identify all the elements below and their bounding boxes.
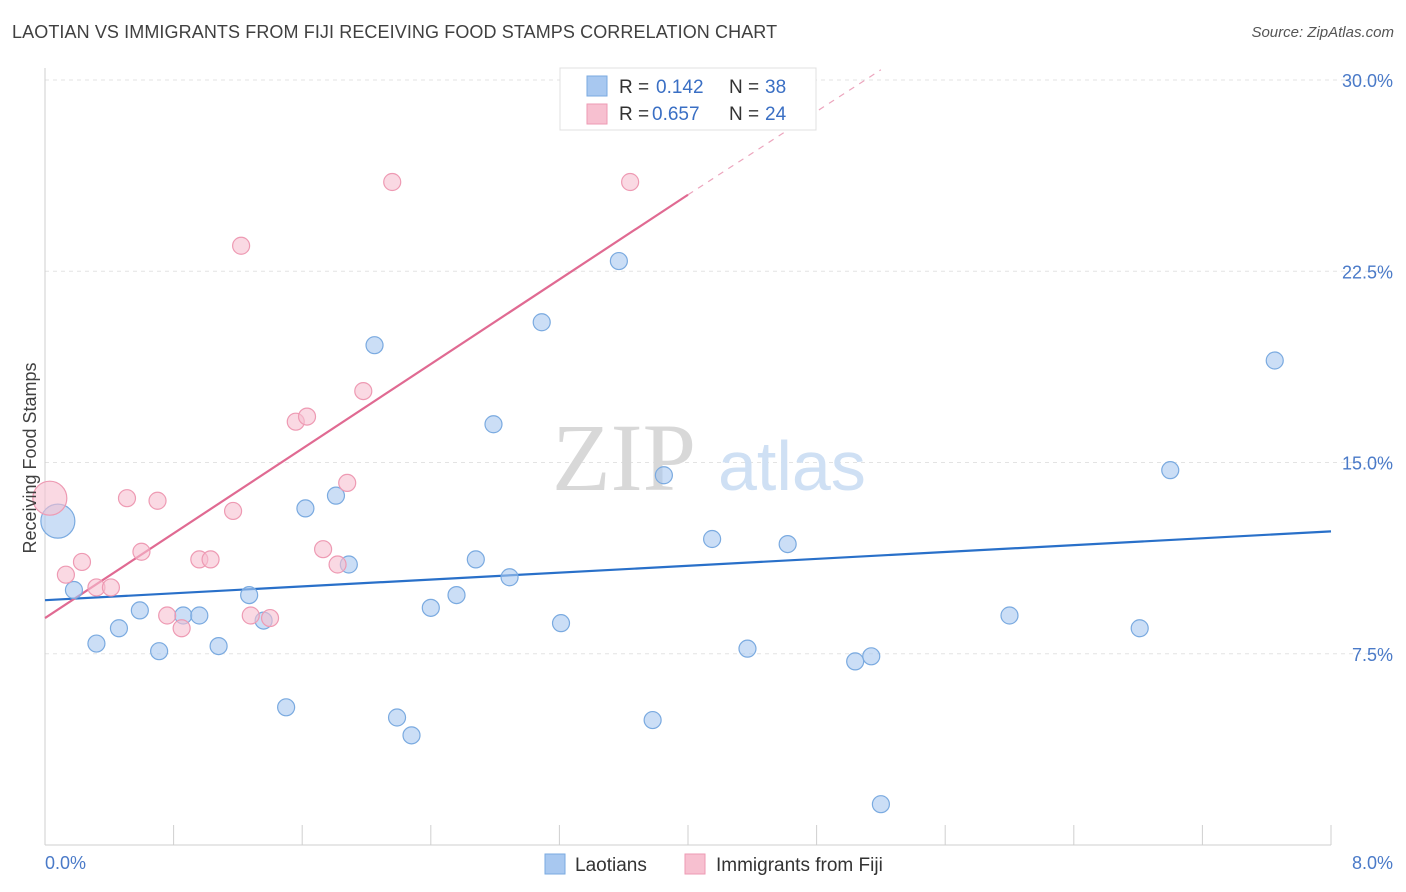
y-tick-label: 22.5% (1342, 262, 1393, 282)
data-point-laotians (703, 529, 722, 549)
data-point-laotians (862, 647, 881, 666)
data-point-fiji (101, 578, 121, 597)
data-point-fiji (132, 542, 151, 561)
data-point-fiji (354, 382, 373, 401)
trend-lines (44, 69, 1332, 619)
x-tick-label: 8.0% (1352, 853, 1393, 873)
legend-n-label-2: N = (729, 104, 759, 125)
data-point-laotians (130, 601, 149, 620)
data-point-laotians (296, 499, 315, 518)
bottom-legend-fiji: Immigrants from Fiji (716, 855, 883, 876)
y-axis-label: Receiving Food Stamps (20, 362, 40, 553)
data-point-laotians (846, 652, 865, 671)
bottom-legend-swatch-fiji (684, 853, 706, 875)
chart-source: Source: ZipAtlas.com (1251, 24, 1394, 41)
data-point-laotians (1000, 606, 1019, 625)
data-point-fiji (383, 172, 402, 192)
watermark-atlas: atlas (718, 427, 866, 505)
data-point-fiji (621, 172, 640, 192)
bottom-legend-laotians: Laotians (575, 855, 647, 876)
data-point-fiji (328, 555, 347, 574)
y-tick-label: 15.0% (1342, 454, 1393, 474)
legend-n-label-1: N = (729, 77, 759, 98)
data-point-fiji (232, 236, 251, 255)
trend-line-fiji (44, 193, 689, 619)
data-point-fiji (148, 491, 167, 510)
data-point-laotians (654, 466, 673, 485)
data-point-fiji (260, 608, 280, 628)
data-points (32, 172, 1284, 814)
grid-lines (45, 79, 1392, 655)
data-point-laotians (387, 708, 407, 727)
series-legend: Laotians Immigrants from Fiji (544, 853, 883, 876)
data-point-laotians (551, 614, 571, 633)
data-point-fiji (158, 606, 177, 625)
data-point-fiji (338, 473, 357, 492)
data-point-laotians (209, 636, 228, 656)
trend-line-extension (687, 69, 882, 196)
data-point-laotians (109, 619, 129, 638)
data-point-laotians (778, 534, 797, 554)
data-point-fiji (201, 550, 220, 569)
chart-title: LAOTIAN VS IMMIGRANTS FROM FIJI RECEIVIN… (12, 22, 778, 42)
data-point-laotians (402, 726, 421, 745)
data-point-laotians (1265, 351, 1284, 370)
data-point-fiji (223, 501, 243, 521)
y-tick-label: 30.0% (1342, 71, 1393, 91)
data-point-laotians (64, 580, 84, 600)
data-point-laotians (500, 568, 519, 587)
data-point-laotians (484, 415, 503, 434)
data-point-laotians (738, 639, 757, 658)
bottom-legend-swatch-laotians (544, 853, 566, 875)
data-point-laotians (871, 795, 891, 814)
legend-n-value-laotians: 38 (765, 77, 786, 98)
data-point-fiji (117, 489, 137, 508)
data-point-laotians (1130, 619, 1149, 638)
data-point-laotians (240, 585, 259, 605)
x-tick-label: 0.0% (45, 853, 86, 873)
legend-r-label-1: R = (619, 77, 649, 98)
legend-r-label-2: R = (619, 104, 649, 125)
legend-r-value-laotians: 0.142 (656, 77, 704, 98)
data-point-fiji (72, 552, 92, 572)
watermark-zip: ZIP (552, 404, 696, 511)
data-point-laotians (1161, 461, 1180, 480)
data-point-fiji (297, 407, 317, 426)
legend-n-value-fiji: 24 (765, 104, 787, 125)
axes: 7.5% 15.0% 22.5% 30.0% 0.0% 8.0% (44, 68, 1393, 873)
trend-line-laotians (44, 530, 1332, 602)
stats-legend: R = 0.142 N = 38 R = 0.657 N = 24 (559, 67, 817, 131)
data-point-fiji (313, 540, 333, 559)
legend-swatch-fiji (586, 103, 608, 125)
watermark: ZIP atlas (552, 404, 866, 511)
legend-r-value-fiji: 0.657 (652, 104, 700, 125)
data-point-laotians (365, 336, 384, 355)
data-point-laotians (190, 606, 209, 625)
legend-swatch-laotians (586, 75, 608, 97)
data-point-laotians (87, 634, 106, 653)
data-point-laotians (150, 642, 169, 661)
data-point-laotians (609, 251, 628, 271)
data-point-fiji (56, 565, 75, 584)
data-point-laotians (447, 585, 466, 605)
data-point-laotians (421, 598, 440, 617)
data-point-laotians (643, 710, 662, 730)
data-point-laotians (277, 698, 296, 717)
data-point-laotians (532, 313, 551, 332)
data-point-fiji (241, 606, 260, 625)
data-point-fiji (32, 480, 68, 516)
data-point-laotians (326, 486, 346, 505)
data-point-laotians (466, 550, 485, 569)
data-point-fiji (172, 619, 191, 638)
y-tick-label: 7.5% (1352, 645, 1393, 665)
